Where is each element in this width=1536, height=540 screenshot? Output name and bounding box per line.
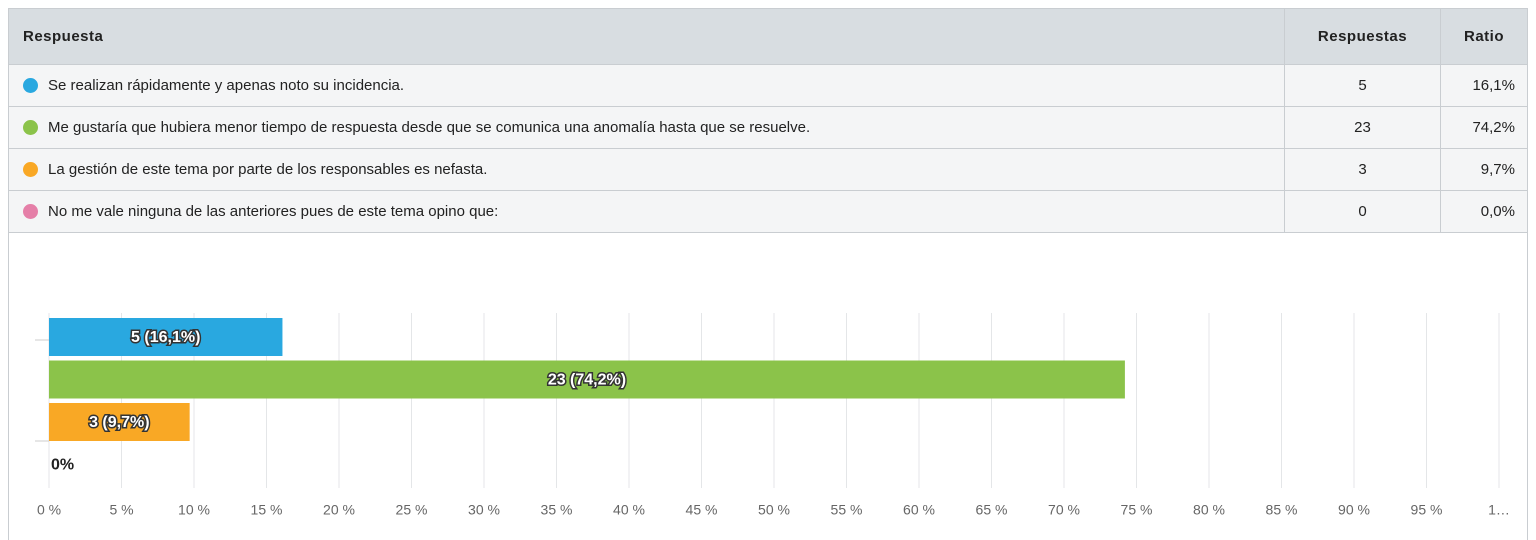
cell-text: Me gustaría que hubiera menor tiempo de …: [48, 119, 811, 136]
x-tick-label: 1…: [1488, 502, 1510, 518]
x-tick-label: 95 %: [1411, 502, 1443, 518]
table-cell: 23: [1284, 106, 1441, 149]
cell-text: 0,0%: [1480, 203, 1515, 220]
x-tick-label: 85 %: [1266, 502, 1298, 518]
cell-text: 3: [1358, 161, 1367, 178]
x-tick-label: 50 %: [758, 502, 790, 518]
legend-dot: [23, 78, 38, 93]
x-tick-label: 90 %: [1338, 502, 1370, 518]
cell-text: Se realizan rápidamente y apenas noto su…: [48, 77, 405, 94]
cell-text: 0: [1358, 203, 1367, 220]
legend-dot: [23, 204, 38, 219]
x-tick-label: 35 %: [541, 502, 573, 518]
table-cell: 5: [1284, 64, 1441, 107]
table-cell: Me gustaría que hubiera menor tiempo de …: [8, 106, 1285, 149]
data-label: 0%: [51, 457, 74, 474]
legend-dot: [23, 162, 38, 177]
cell-text: No me vale ninguna de las anteriores pue…: [48, 203, 499, 220]
x-tick-label: 20 %: [323, 502, 355, 518]
x-tick-label: 0 %: [37, 502, 61, 518]
bar: [49, 318, 283, 356]
header-cell: Respuestas: [1284, 8, 1441, 65]
x-tick-label: 40 %: [613, 502, 645, 518]
table-cell: La gestión de este tema por parte de los…: [8, 148, 1285, 191]
data-label: 3 (9,7%): [89, 414, 149, 431]
x-tick-label: 75 %: [1121, 502, 1153, 518]
cell-text: 74,2%: [1472, 119, 1515, 136]
table-cell: Se realizan rápidamente y apenas noto su…: [8, 64, 1285, 107]
x-tick-label: 55 %: [831, 502, 863, 518]
x-tick-label: 80 %: [1193, 502, 1225, 518]
x-tick-label: 45 %: [686, 502, 718, 518]
x-tick-label: 25 %: [396, 502, 428, 518]
bar: [49, 403, 190, 441]
data-label: 5 (16,1%): [131, 329, 200, 346]
x-tick-label: 30 %: [468, 502, 500, 518]
x-tick-label: 65 %: [976, 502, 1008, 518]
table-cell: 0,0%: [1440, 190, 1528, 233]
cell-text: La gestión de este tema por parte de los…: [48, 161, 488, 178]
data-label: 23 (74,2%): [548, 372, 626, 389]
header-cell: Respuesta: [8, 8, 1285, 65]
cell-text: 9,7%: [1480, 161, 1515, 178]
table-cell: No me vale ninguna de las anteriores pue…: [8, 190, 1285, 233]
cell-text: 16,1%: [1472, 77, 1515, 94]
table-cell: 16,1%: [1440, 64, 1528, 107]
table-cell: 3: [1284, 148, 1441, 191]
legend-dot: [23, 120, 38, 135]
bar: [49, 360, 1125, 399]
x-tick-label: 60 %: [903, 502, 935, 518]
cell-text: 23: [1354, 119, 1371, 136]
table-cell: 9,7%: [1440, 148, 1528, 191]
cell-text: 5: [1358, 77, 1367, 94]
header-cell: Ratio: [1440, 8, 1528, 65]
x-tick-label: 15 %: [251, 502, 283, 518]
table-cell: 74,2%: [1440, 106, 1528, 149]
x-tick-label: 70 %: [1048, 502, 1080, 518]
x-tick-label: 5 %: [109, 502, 133, 518]
x-tick-label: 10 %: [178, 502, 210, 518]
table-cell: 0: [1284, 190, 1441, 233]
